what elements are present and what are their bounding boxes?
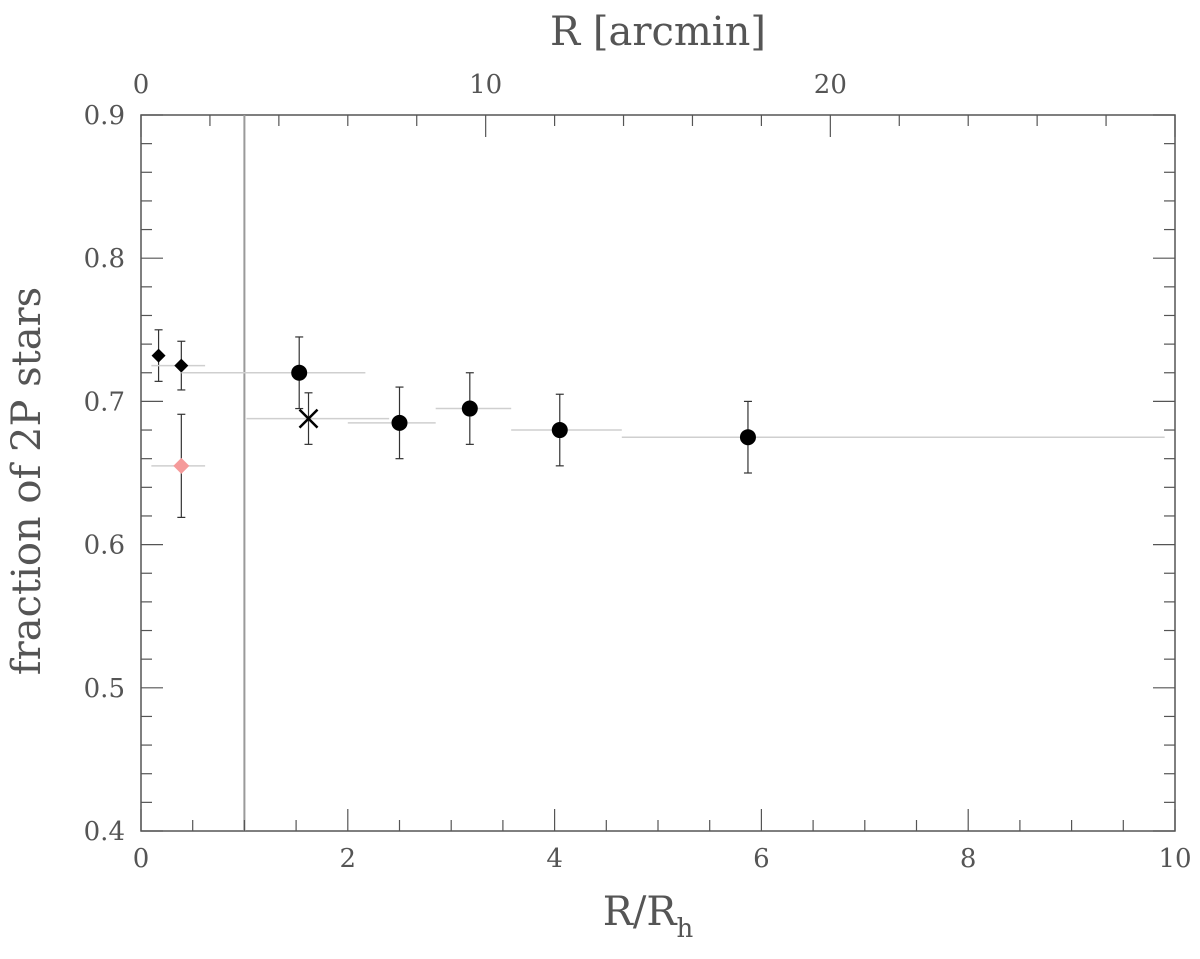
y-tick-label: 0.4	[84, 817, 125, 847]
chart-marks-layer	[151, 329, 1165, 518]
x-tick-label: 10	[1158, 844, 1191, 874]
data-point-diamond	[173, 457, 190, 474]
chart-lines-layer	[140, 114, 1176, 832]
data-point-circle	[461, 400, 478, 417]
x-tick-label: 8	[960, 844, 977, 874]
y-axis-title: fraction of 2P stars	[4, 287, 50, 675]
x2-tick-label: 0	[133, 70, 150, 100]
y-tick-label: 0.5	[84, 674, 125, 704]
chart-text-layer: R/Rh R [arcmin] fraction of 2P stars 0 2 4…	[4, 9, 1192, 944]
x-axis-title-subscript: h	[676, 914, 693, 944]
data-point-circle	[551, 422, 568, 439]
x-axis-title: R/Rh	[603, 889, 694, 944]
x2-tick-label: 10	[469, 70, 502, 100]
data-point-circle	[291, 364, 308, 381]
x-axis-title-main: R/R	[603, 889, 679, 935]
data-point-circle	[739, 429, 756, 446]
top-axis-title: R [arcmin]	[550, 9, 766, 55]
chart-ticks-layer	[140, 114, 1176, 832]
data-point-diamond	[174, 358, 189, 373]
y-tick-label: 0.8	[84, 244, 125, 274]
y-tick-label: 0.6	[84, 531, 125, 561]
x-tick-label: 4	[546, 844, 563, 874]
x-tick-label: 2	[340, 844, 357, 874]
x-tick-label: 6	[753, 844, 770, 874]
data-point-diamond	[151, 348, 166, 363]
data-point-circle	[391, 414, 408, 431]
plot-frame	[140, 114, 1176, 832]
data-point-cross-b	[298, 408, 319, 429]
x2-tick-label: 20	[814, 70, 847, 100]
y-tick-label: 0.7	[84, 387, 125, 417]
y-tick-label: 0.9	[84, 101, 125, 131]
x-tick-label: 0	[133, 844, 150, 874]
